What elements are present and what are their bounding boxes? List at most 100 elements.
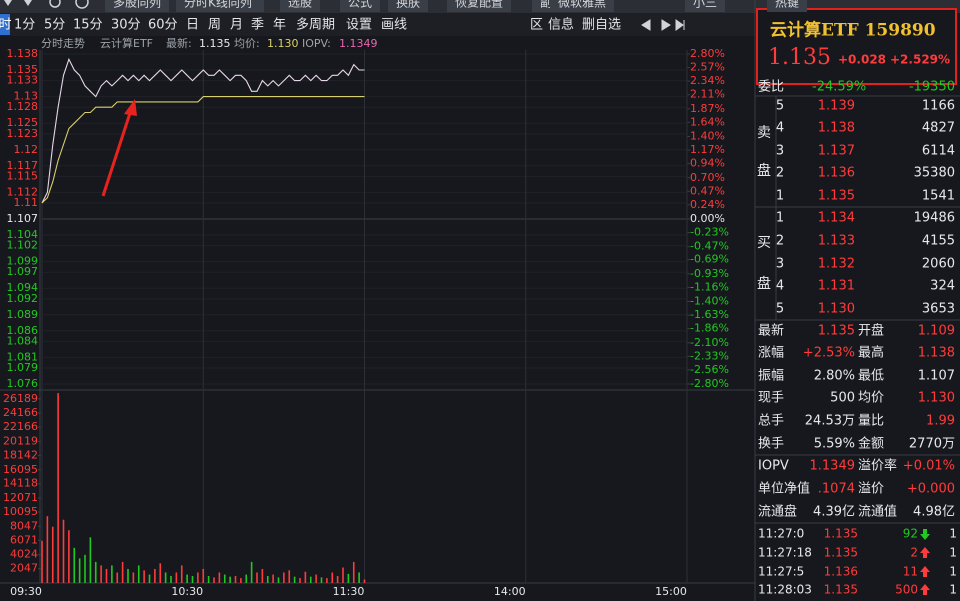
volume-bar <box>256 572 258 583</box>
x-tick-label: 14:00 <box>494 585 526 598</box>
toolbar-button-bg[interactable] <box>105 0 169 12</box>
arrow-shaft <box>101 109 133 197</box>
volume-bar <box>245 574 248 583</box>
stat-label: 开盘 <box>858 323 884 339</box>
toolbar-button[interactable]: 分时K线同列 <box>184 0 252 10</box>
y-tick-label: 1.094 <box>7 281 39 294</box>
icon <box>4 0 12 6</box>
toolbar-button-bg[interactable] <box>388 0 428 12</box>
trade-price: 1.135 <box>824 527 858 541</box>
period-tab[interactable]: 15分 <box>73 18 103 33</box>
toolbar-button[interactable]: 换肤 <box>396 0 420 10</box>
toolbar-button[interactable]: 多股同列 <box>113 0 161 10</box>
toolbar-button[interactable]: 恢复配置 <box>455 0 503 10</box>
toolbar-button[interactable]: 选股 <box>288 0 312 10</box>
level-price: 1.135 <box>818 189 855 204</box>
period-tab[interactable]: 多周期 <box>296 17 335 33</box>
side-label: 买 <box>757 235 771 251</box>
volume-bar <box>315 574 317 583</box>
toolbar-button[interactable]: 微软雅黑 <box>558 0 606 10</box>
y-tick-label: 1.115 <box>7 169 39 182</box>
volume-bar <box>261 568 264 583</box>
active-tab[interactable]: 时 <box>0 18 12 33</box>
stat-label: 最低 <box>858 369 884 384</box>
y-tick-label: 1.13 <box>14 90 39 103</box>
trade-price: 1.135 <box>824 546 858 560</box>
level-price: 1.133 <box>818 234 855 249</box>
volume-tick-label: 22166 <box>3 420 38 433</box>
period-tab[interactable]: 1分 <box>14 18 35 33</box>
quote-change: +0.028 <box>838 53 886 67</box>
y-tick-label: 1.079 <box>7 361 39 374</box>
period-tab[interactable]: 信息 <box>548 17 574 33</box>
period-tab[interactable]: 区 <box>530 18 543 33</box>
y-tick-label: 1.11 <box>14 196 39 209</box>
volume-bar <box>89 537 92 583</box>
stat-label: 最新 <box>758 323 784 339</box>
period-tab[interactable]: 画线 <box>381 18 407 33</box>
period-tab[interactable]: 月 <box>230 18 243 33</box>
volume-bar <box>202 568 205 583</box>
volume-bar <box>105 568 108 583</box>
toolbar-button-bg[interactable] <box>550 0 614 12</box>
nav-icon[interactable] <box>641 19 685 31</box>
period-tab[interactable]: 季 <box>251 18 264 33</box>
level: 5 <box>776 302 784 317</box>
level-price: 1.139 <box>818 99 855 114</box>
stat-value: 1.130 <box>918 391 955 406</box>
volume-bar <box>213 577 215 583</box>
volume-bar <box>51 526 54 583</box>
volume-bar <box>331 572 334 583</box>
y2-tick-label: 1.64% <box>690 115 725 128</box>
stat-value: 500 <box>830 391 855 406</box>
side-label: 盘 <box>757 275 771 292</box>
toolbar-button-bg[interactable] <box>340 0 380 12</box>
y-tick-label: 1.128 <box>7 100 39 113</box>
stat-label: 振幅 <box>758 369 784 384</box>
level-price: 1.131 <box>818 279 855 294</box>
period-tab[interactable]: 30分 <box>111 18 141 33</box>
y-tick-label: 1.089 <box>7 308 39 321</box>
volume-bar <box>84 554 86 583</box>
y2-tick-label: -1.16% <box>690 280 729 293</box>
volume-bar <box>116 572 119 583</box>
level-price: 1.136 <box>818 166 855 181</box>
period-tab[interactable]: 删自选 <box>582 18 621 33</box>
period-tab[interactable]: 日 <box>186 18 199 33</box>
side-label: 卖 <box>757 125 771 141</box>
toolbar-button[interactable]: 小三 <box>693 0 717 10</box>
toolbar-button-bg[interactable] <box>685 0 725 12</box>
toolbar-button[interactable]: 公式 <box>348 0 372 10</box>
y2-tick-label: 2.11% <box>690 88 725 101</box>
y-tick-label: 1.133 <box>7 74 39 87</box>
level: 5 <box>776 99 784 114</box>
iopv-value: 1.1349 <box>339 37 378 50</box>
y-tick-label: 1.081 <box>7 350 39 363</box>
volume-bar <box>223 574 226 583</box>
y2-tick-label: -2.33% <box>690 349 729 362</box>
y2-tick-label: 2.80% <box>690 47 725 60</box>
trade-volume: 2 <box>910 546 918 560</box>
toolbar-button-bg[interactable] <box>280 0 320 12</box>
y-tick-label: 1.107 <box>7 212 39 225</box>
icon <box>49 0 61 8</box>
period-tab[interactable]: 周 <box>208 18 221 33</box>
stat-value: +2.53% <box>803 346 855 361</box>
toolbar-button-bg[interactable] <box>447 0 511 12</box>
y-tick-label: 1.104 <box>7 228 39 241</box>
volume-bar <box>170 575 172 583</box>
period-tab[interactable]: 设置 <box>346 18 372 33</box>
chart-mode: 分时走势 <box>41 37 85 50</box>
period-tab[interactable]: 5分 <box>44 18 65 33</box>
toolbar-button[interactable]: 热键 <box>775 0 799 10</box>
level-volume: 6114 <box>922 144 955 159</box>
toolbar-button-bg[interactable] <box>767 0 807 12</box>
toolbar-button-bg[interactable] <box>176 0 264 12</box>
volume-bar <box>159 563 162 583</box>
period-tab[interactable]: 60分 <box>148 18 178 33</box>
period-tab[interactable]: 年 <box>273 18 286 33</box>
stat-value: .1074 <box>818 482 855 497</box>
stat-label: 流通值 <box>858 504 897 520</box>
y2-tick-label: 1.17% <box>690 143 725 156</box>
